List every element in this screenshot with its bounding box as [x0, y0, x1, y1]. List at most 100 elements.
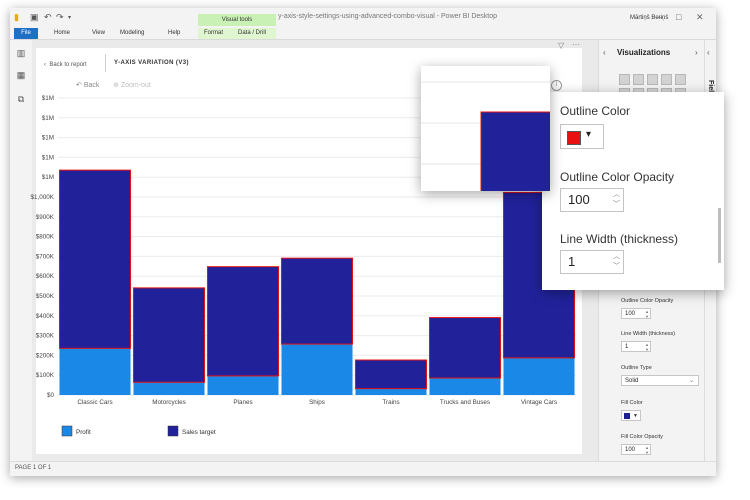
bar-profit — [429, 378, 501, 395]
bar-profit — [355, 388, 427, 395]
outline-color-label: Outline Color — [560, 104, 631, 118]
fill-opacity-input[interactable]: 100 ▲ ▼ — [621, 444, 651, 455]
bar-sales-target — [132, 287, 206, 383]
magnified-scrollbar[interactable] — [718, 208, 721, 263]
outline-type-label: Outline Type — [621, 365, 652, 371]
status-bar: PAGE 1 OF 1 — [10, 461, 716, 476]
line-width-value-small: 1 — [625, 344, 629, 350]
collapse-left-icon[interactable]: ‹ — [603, 48, 606, 57]
magnified-bar — [480, 111, 550, 191]
bar-sales-target — [428, 317, 502, 379]
x-tick-label: Ships — [309, 399, 325, 406]
bar-sales-target — [280, 257, 354, 345]
tab-data-drill[interactable]: Data / Drill — [238, 30, 267, 36]
visual-tools-header: Visual tools — [198, 14, 276, 26]
back-to-report-button[interactable]: ‹ Back to report — [44, 62, 87, 68]
legend-label: Sales target — [182, 429, 216, 436]
outline-opacity-label: Outline Color Opacity — [560, 170, 675, 184]
title-bar: ▮ ▣ ↶ ↷ ▾ Visual tools y-axis-style-sett… — [10, 8, 716, 28]
line-width-label-small: Line Width (thickness) — [621, 331, 676, 337]
more-options-icon[interactable]: ··· — [572, 40, 580, 49]
stepper-icon[interactable]: ︿ ﹀ — [613, 191, 620, 208]
y-tick-label: $500K — [36, 293, 55, 300]
undo-icon[interactable]: ↶ — [44, 12, 52, 22]
clustered-column-chart-icon[interactable] — [661, 74, 672, 85]
outline-opacity-label-small: Outline Color Opacity — [621, 298, 674, 304]
outline-type-value: Solid — [625, 378, 639, 384]
y-tick-label: $700K — [36, 253, 55, 260]
y-tick-label: $1M — [42, 154, 54, 161]
back-button[interactable]: ↶ Back — [76, 82, 100, 89]
combo-chart: $0 $100K $200K $300K $400K $500K $600K $700K $80… — [31, 95, 576, 437]
bar-profit — [503, 357, 575, 395]
y-tick-label: $0 — [47, 392, 55, 399]
data-view-icon[interactable]: ▦ — [16, 70, 26, 80]
save-icon[interactable]: ▣ — [30, 12, 39, 22]
collapse-right-icon[interactable]: › — [695, 48, 698, 57]
line-width-value: 1 — [568, 254, 576, 269]
tab-file[interactable]: File — [14, 28, 38, 39]
filter-icon[interactable]: ▽ — [558, 41, 565, 50]
tab-format[interactable]: Format — [204, 30, 224, 36]
outline-type-select[interactable]: Solid ⌄ — [621, 375, 699, 386]
chevron-down-icon: ⌄ — [688, 378, 694, 384]
100-percent-bar-chart-icon[interactable] — [675, 74, 686, 85]
x-tick-label: Motorcycles — [152, 399, 186, 406]
stepper-icon[interactable]: ︿ ﹀ — [613, 253, 620, 270]
quick-access-dropdown-icon[interactable]: ▾ — [68, 15, 72, 21]
y-tick-label: $100K — [36, 372, 55, 379]
line-width-input[interactable]: 1 ︿ ﹀ — [560, 250, 624, 274]
y-tick-label: $900K — [36, 214, 55, 221]
stacked-column-chart-icon[interactable] — [633, 74, 644, 85]
magnified-chart-svg — [421, 81, 550, 191]
minimize-icon[interactable]: – — [658, 12, 664, 22]
fill-color-label: Fill Color — [621, 400, 643, 406]
ribbon-tabs: File Home View Modeling Help Format Data… — [10, 28, 716, 40]
report-view-icon[interactable]: ▥ — [16, 48, 26, 58]
clustered-bar-chart-icon[interactable] — [647, 74, 658, 85]
y-tick-label: $1M — [42, 95, 54, 102]
tab-modeling[interactable]: Modeling — [120, 30, 145, 36]
tab-view[interactable]: View — [92, 30, 105, 36]
fill-color-picker[interactable]: ▼ — [621, 410, 641, 421]
window-title: y-axis-style-settings-using-advanced-com… — [278, 13, 498, 20]
redo-icon[interactable]: ↷ — [56, 12, 64, 22]
back-to-report-label: Back to report — [49, 62, 87, 68]
bar-profit — [133, 382, 205, 395]
visualizations-title: Visualizations — [617, 48, 671, 57]
y-tick-label: $1M — [42, 115, 54, 122]
bar-sales-target — [58, 169, 132, 349]
zoom-out-button[interactable]: ⊕ Zoom-out — [113, 82, 151, 89]
y-tick-label: $300K — [36, 333, 55, 340]
y-tick-label: $1,000K — [31, 194, 55, 201]
y-tick-label: $1M — [42, 135, 54, 142]
close-icon[interactable]: ✕ — [696, 12, 704, 22]
bar-profit — [281, 344, 353, 395]
bar-profit — [207, 375, 279, 395]
tab-help[interactable]: Help — [168, 30, 181, 36]
bar-sales-target — [354, 359, 428, 390]
header-divider — [105, 54, 106, 72]
outline-opacity-input[interactable]: 100 ︿ ﹀ — [560, 188, 624, 212]
page-indicator: PAGE 1 OF 1 — [15, 465, 52, 471]
legend-swatch — [61, 425, 73, 437]
maximize-icon[interactable]: □ — [676, 12, 682, 22]
model-view-icon[interactable]: ⧉ — [17, 94, 25, 104]
outline-opacity-input-small[interactable]: 100 ▲ ▼ — [621, 308, 651, 319]
fill-color-swatch — [624, 413, 630, 419]
line-width-input-small[interactable]: 1 ▲ ▼ — [621, 341, 651, 352]
x-tick-label: Trucks and Buses — [440, 399, 490, 406]
info-icon[interactable]: i — [551, 80, 562, 91]
stepper-icon[interactable]: ▲ ▼ — [645, 342, 649, 352]
stepper-icon[interactable]: ▲ ▼ — [645, 309, 649, 319]
outline-color-picker[interactable]: ▾ — [560, 124, 604, 149]
tab-home[interactable]: Home — [54, 30, 71, 36]
user-name[interactable]: Mārtiņš Beriņš — [630, 15, 669, 21]
stepper-icon[interactable]: ▲ ▼ — [645, 445, 649, 455]
stacked-bar-chart-icon[interactable] — [619, 74, 630, 85]
outline-opacity-value: 100 — [568, 192, 590, 207]
expand-fields-icon[interactable]: ‹ — [707, 48, 710, 57]
zoom-out-label: Zoom-out — [120, 82, 151, 89]
fill-opacity-value: 100 — [625, 447, 636, 453]
y-tick-label: $200K — [36, 352, 55, 359]
